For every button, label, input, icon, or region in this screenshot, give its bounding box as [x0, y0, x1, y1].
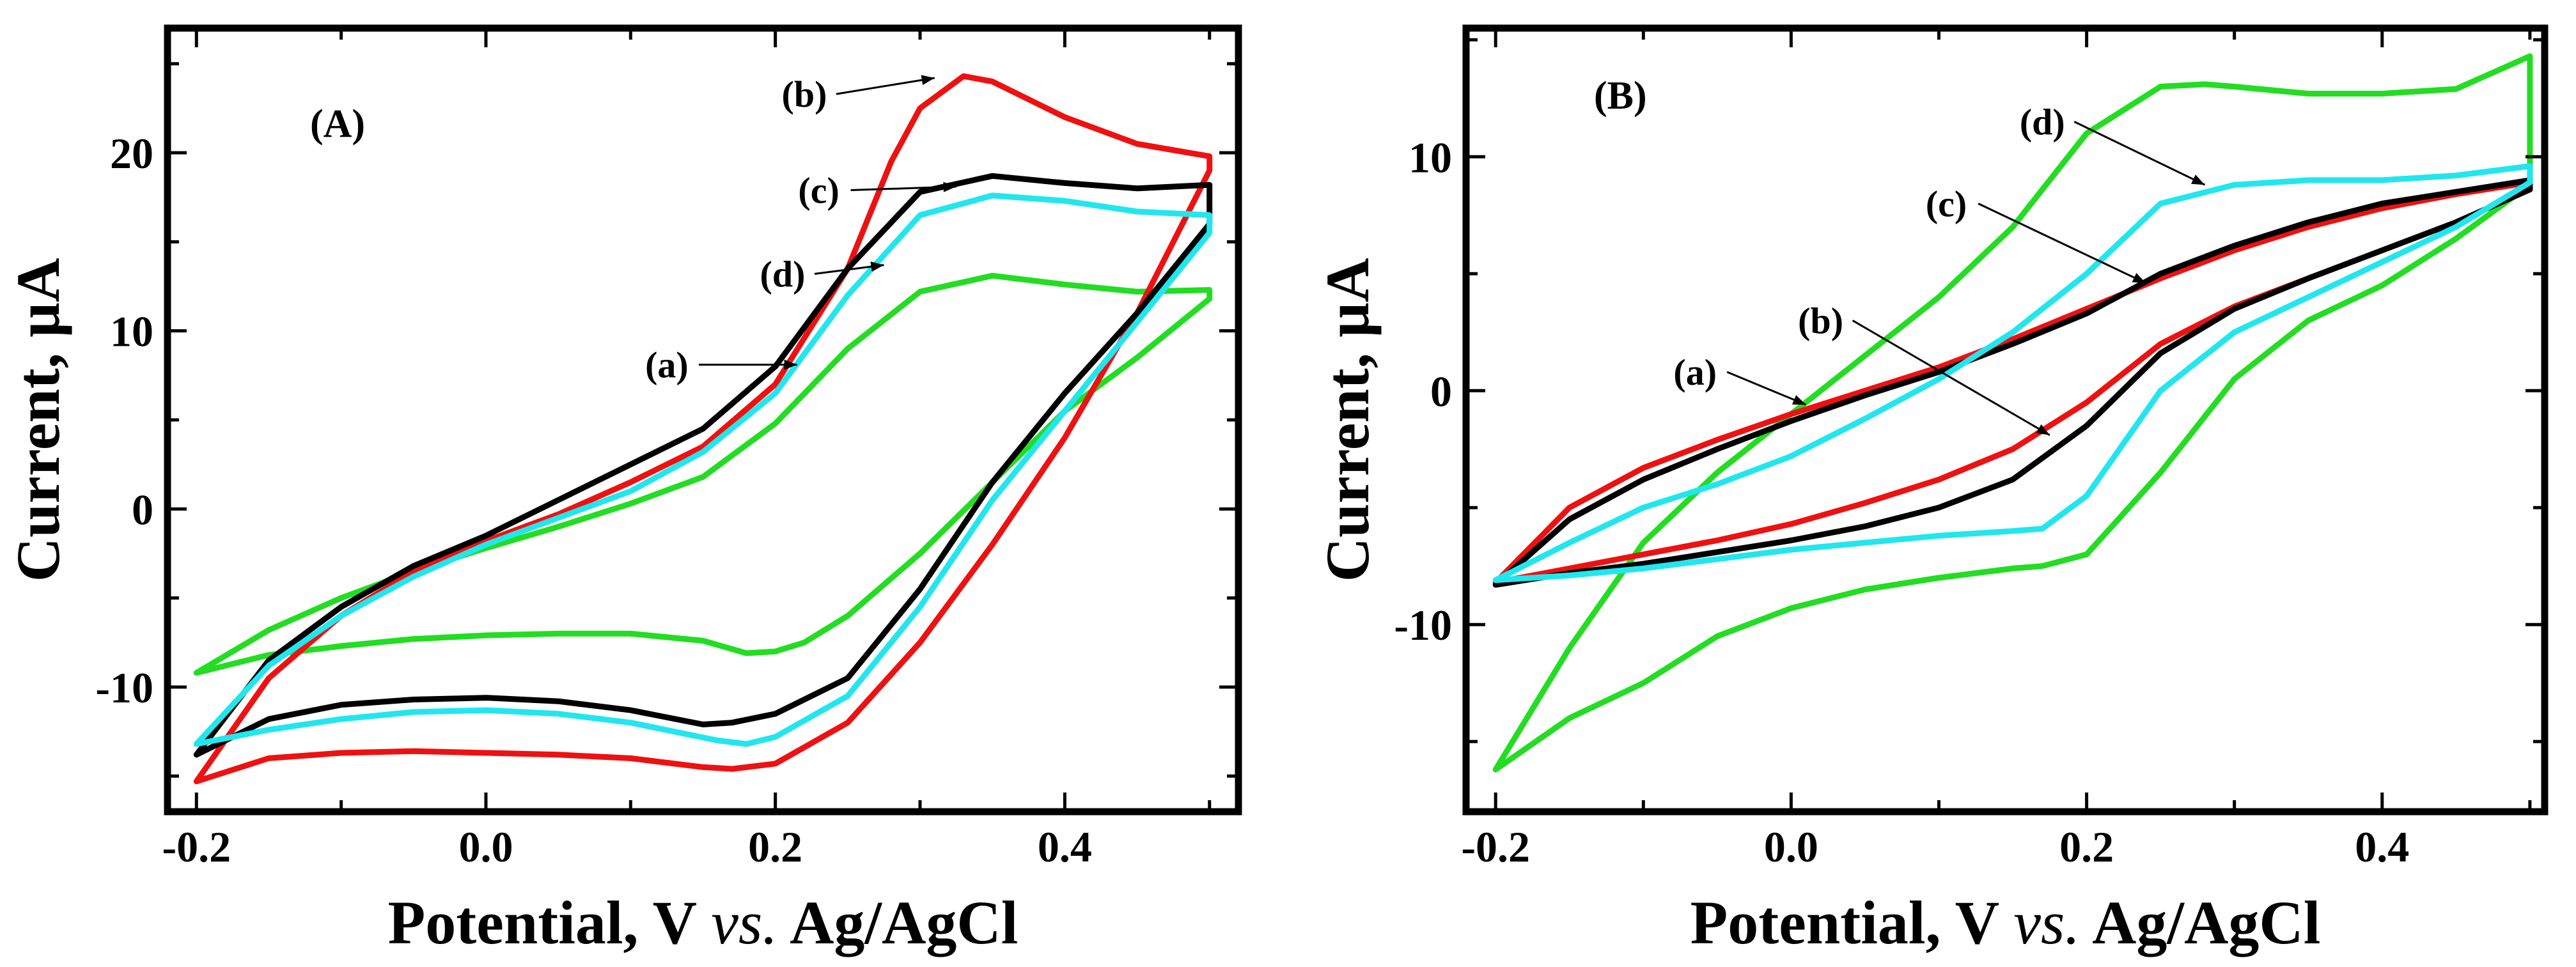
- curve-label-b: (b): [1798, 300, 1843, 341]
- annotation-arrow: [1852, 320, 2050, 437]
- x-tick-label: 0.2: [2059, 823, 2114, 871]
- annotation-arrowhead: [2132, 273, 2146, 283]
- x-tick-label: 0.4: [1038, 823, 1092, 871]
- cv-curve-c: [1492, 177, 2533, 588]
- y-tick-label: 20: [110, 129, 153, 178]
- chart-panel-a: -0.2 0.0 0.2 0.4 -10 0 10 20 (a) (b) (c) (d) (A) P…: [4, 24, 1242, 957]
- cv-curve-d: [193, 192, 1213, 747]
- curve-label-c: (c): [798, 170, 839, 212]
- cv-curve-b: [193, 73, 1213, 785]
- y-tick-label: 10: [110, 307, 153, 356]
- curve-label-c: (c): [1926, 183, 1967, 224]
- annotation-arrowhead: [943, 182, 956, 192]
- y-tick-label: 10: [1409, 133, 1452, 182]
- annotation-arrowhead: [2190, 174, 2205, 185]
- cv-curve-a: [193, 272, 1213, 676]
- curve-label-d: (d): [2020, 101, 2065, 143]
- x-tick-label: 0.0: [1764, 823, 1818, 871]
- x-axis-label-b: Potential, V vs. Ag/AgCl: [1690, 888, 2321, 957]
- curve-label-a: (a): [1673, 352, 1717, 393]
- plot-frame-b: [1462, 24, 2549, 816]
- y-tick-label: -10: [95, 663, 153, 712]
- x-tick-label: 0.0: [458, 823, 513, 871]
- panel-label-a: (A): [310, 102, 365, 146]
- x-axis-label-a: Potential, V vs. Ag/AgCl: [388, 888, 1019, 957]
- annotation-arrowhead: [784, 359, 797, 370]
- x-tick-label: -0.2: [162, 823, 231, 871]
- annotation-arrow: [836, 77, 935, 95]
- annotation-arrowhead: [2036, 424, 2050, 435]
- y-axis-label-a: Current, µA: [4, 258, 72, 582]
- y-tick-label: 0: [1430, 367, 1452, 415]
- cv-curve-a: [1492, 53, 2533, 773]
- cv-curve-c: [193, 173, 1213, 758]
- x-tick-label: 0.2: [748, 823, 802, 871]
- cv-curve-d: [1492, 163, 2533, 584]
- y-tick-label: 0: [132, 485, 153, 534]
- panel-label-b: (B): [1594, 74, 1647, 118]
- annotation-arrow: [850, 185, 956, 192]
- x-tick-label: 0.4: [2355, 823, 2409, 871]
- cv-curve-b: [1492, 180, 2533, 585]
- annotation-arrow: [2073, 121, 2206, 186]
- annotation-arrowhead: [921, 75, 935, 86]
- curve-label-b: (b): [782, 73, 827, 115]
- x-tick-label: -0.2: [1461, 823, 1530, 871]
- annotation-arrow: [1726, 371, 1807, 406]
- annotation-arrowhead: [1791, 395, 1806, 405]
- annotation-arrowhead: [870, 261, 884, 272]
- curve-label-a: (a): [645, 344, 689, 386]
- curve-label-d: (d): [760, 254, 806, 295]
- chart-panel-b: -0.2 0.0 0.2 0.4 -10 0 10 (a) (b) (c) (d) (B) Pot…: [1313, 24, 2549, 957]
- y-tick-label: -10: [1394, 601, 1452, 649]
- y-axis-label-b: Current, µA: [1313, 258, 1382, 582]
- annotation-arrow: [1978, 203, 2146, 284]
- plot-frame-a: [164, 24, 1242, 816]
